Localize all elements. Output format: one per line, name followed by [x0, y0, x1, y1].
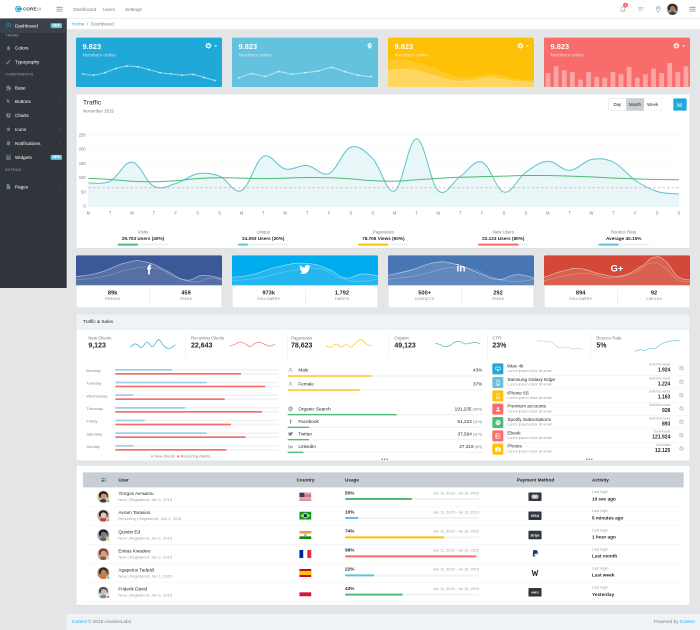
svg-text:S: S [503, 210, 506, 215]
svg-text:M: M [87, 210, 91, 215]
svg-text:S: S [218, 210, 221, 215]
svg-text:W: W [130, 210, 134, 215]
svg-text:COREUI: COREUI [23, 7, 41, 12]
svg-text:F: F [175, 210, 178, 215]
svg-text:T: T [612, 210, 615, 215]
svg-text:T: T [262, 210, 265, 215]
svg-text:T: T [153, 210, 156, 215]
svg-text:W: W [590, 210, 594, 215]
svg-text:T: T [109, 210, 112, 215]
svg-text:F: F [634, 210, 637, 215]
svg-text:S: S [656, 210, 659, 215]
svg-text:T: T [306, 210, 309, 215]
svg-text:T: T [568, 210, 571, 215]
svg-text:W: W [283, 210, 287, 215]
svg-text:VISA: VISA [531, 514, 540, 518]
svg-text:F: F [481, 210, 484, 215]
svg-text:M: M [240, 210, 244, 215]
svg-text:stripe: stripe [530, 533, 539, 537]
svg-text:M: M [546, 210, 550, 215]
svg-text:150: 150 [79, 161, 87, 166]
svg-text:250: 250 [79, 132, 87, 137]
svg-text:T: T [415, 210, 418, 215]
svg-text:M: M [393, 210, 397, 215]
svg-text:AMEX: AMEX [531, 590, 539, 594]
svg-text:F: F [328, 210, 331, 215]
svg-text:200: 200 [79, 147, 87, 152]
svg-text:50: 50 [81, 189, 86, 194]
svg-text:S: S [371, 210, 374, 215]
svg-text:T: T [459, 210, 462, 215]
svg-text:S: S [524, 210, 527, 215]
svg-text:S: S [678, 210, 681, 215]
svg-text:S: S [349, 210, 352, 215]
svg-text:100: 100 [79, 175, 87, 180]
svg-text:0: 0 [83, 204, 86, 209]
svg-text:S: S [196, 210, 199, 215]
svg-text:W: W [436, 210, 440, 215]
